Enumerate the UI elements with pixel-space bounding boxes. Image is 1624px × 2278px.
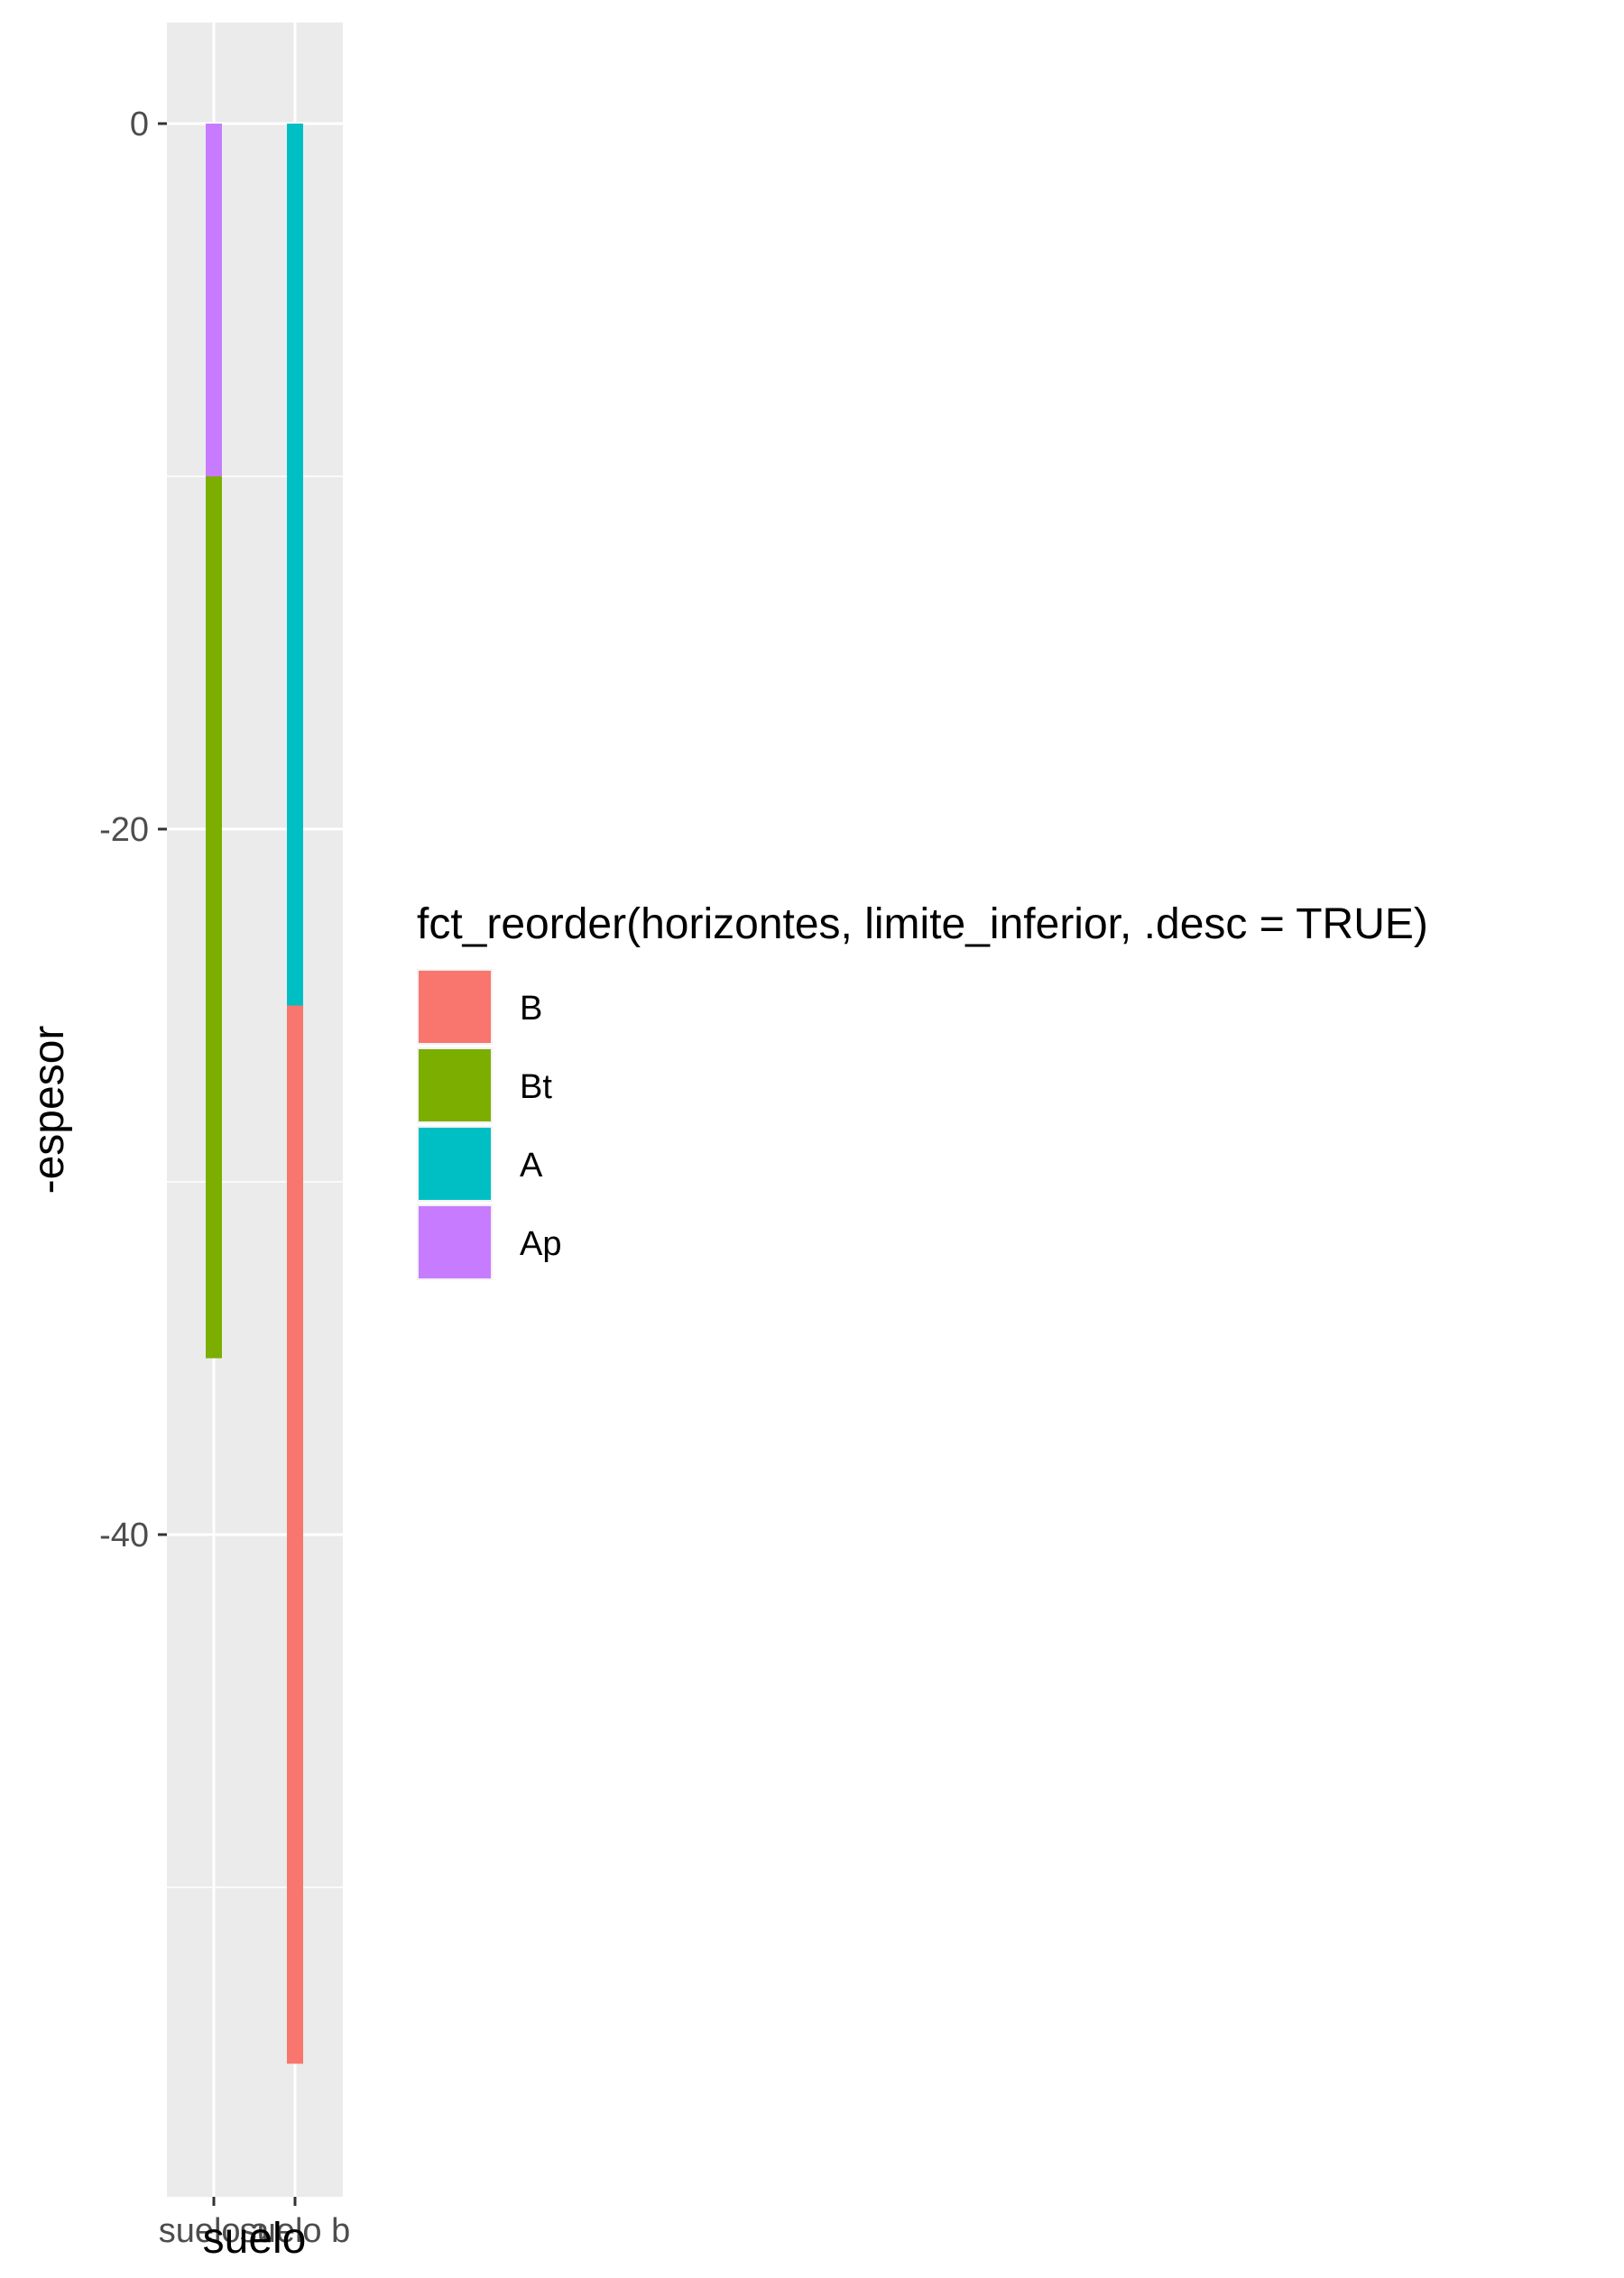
x-axis-title: suelo [203, 2215, 307, 2263]
x-tick-label: suelo b [240, 2212, 351, 2250]
bar-segment-suelo-b-B [287, 1005, 303, 2064]
legend-swatch-B [419, 971, 491, 1043]
legend-swatch-Ap [419, 1206, 491, 1278]
legend-title: fct_reorder(horizontes, limite_inferior,… [417, 900, 1428, 948]
y-tick-label: 0 [130, 106, 149, 143]
y-axis-title: -espesor [25, 1026, 73, 1194]
bars [206, 124, 303, 2064]
bar-segment-suelo-a-Ap [206, 124, 222, 476]
y-axis: 0 -20 -40 [99, 106, 167, 1554]
legend-swatch-A [419, 1128, 491, 1200]
bar-segment-suelo-b-A [287, 124, 303, 1006]
legend-label-B: B [520, 990, 542, 1028]
legend-label-Bt: Bt [520, 1068, 552, 1106]
y-tick-label: -20 [99, 811, 149, 849]
x-tick-label: suelo a [159, 2212, 270, 2250]
y-tick-label: -40 [99, 1517, 149, 1554]
grid-minor [167, 475, 343, 1888]
legend-swatch-Bt [419, 1049, 491, 1121]
plot-panel [167, 23, 343, 2197]
legend: fct_reorder(horizontes, limite_inferior,… [417, 900, 1428, 1280]
legend-label-Ap: Ap [520, 1225, 561, 1263]
legend-label-A: A [520, 1147, 543, 1185]
legend-items: B Bt A Ap [417, 969, 561, 1280]
bar-segment-suelo-a-Bt [206, 476, 222, 1359]
